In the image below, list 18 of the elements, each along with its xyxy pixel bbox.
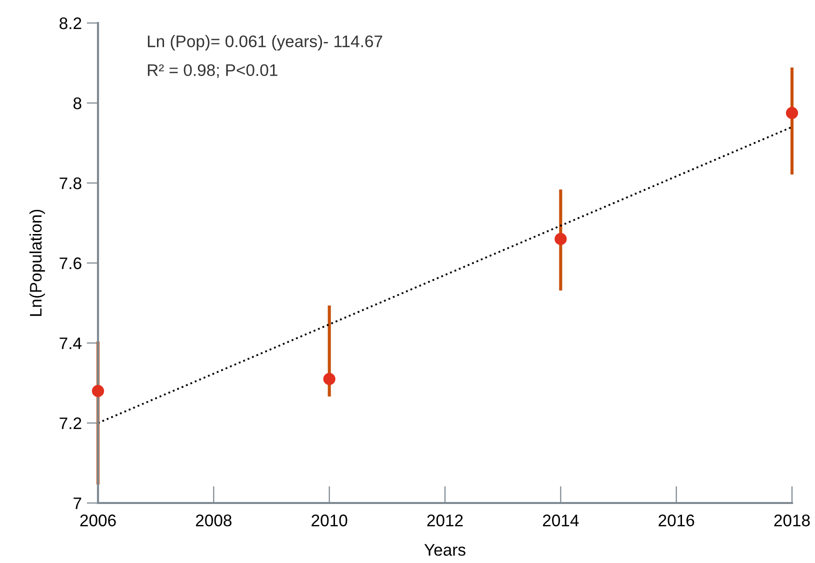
x-tick-label: 2010 bbox=[312, 514, 348, 526]
x-tick-label: 2006 bbox=[80, 514, 116, 526]
y-tick-label: 7.2 bbox=[60, 417, 82, 430]
annotation: R² = 0.98; P<0.01 bbox=[148, 64, 278, 78]
y-tick-label: 7.8 bbox=[60, 177, 82, 190]
y-tick-label: 7 bbox=[74, 498, 82, 510]
y-tick-label: 8.2 bbox=[60, 17, 82, 30]
x-axis-title: Years bbox=[424, 544, 466, 556]
x-tick-label: 2008 bbox=[196, 514, 232, 526]
y-axis-title: Ln(Population) bbox=[29, 210, 45, 316]
annotation: Ln (Pop)= 0.061 (years)- 114.67 bbox=[148, 35, 382, 51]
x-tick-label: 2014 bbox=[542, 514, 579, 526]
y-tick-label: 7.4 bbox=[60, 338, 82, 350]
y-tick-label: 8 bbox=[73, 97, 82, 110]
y-tick-label: 7.6 bbox=[60, 257, 82, 270]
x-tick-label: 2012 bbox=[427, 514, 463, 526]
x-tick-label: 2016 bbox=[658, 514, 694, 526]
x-tick-label: 2018 bbox=[774, 514, 810, 526]
